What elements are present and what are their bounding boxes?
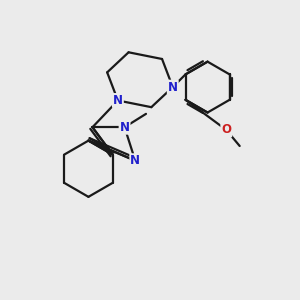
Text: O: O — [221, 123, 231, 136]
Text: N: N — [130, 154, 140, 167]
Text: N: N — [168, 81, 178, 94]
Text: N: N — [113, 94, 123, 107]
Text: N: N — [120, 121, 130, 134]
